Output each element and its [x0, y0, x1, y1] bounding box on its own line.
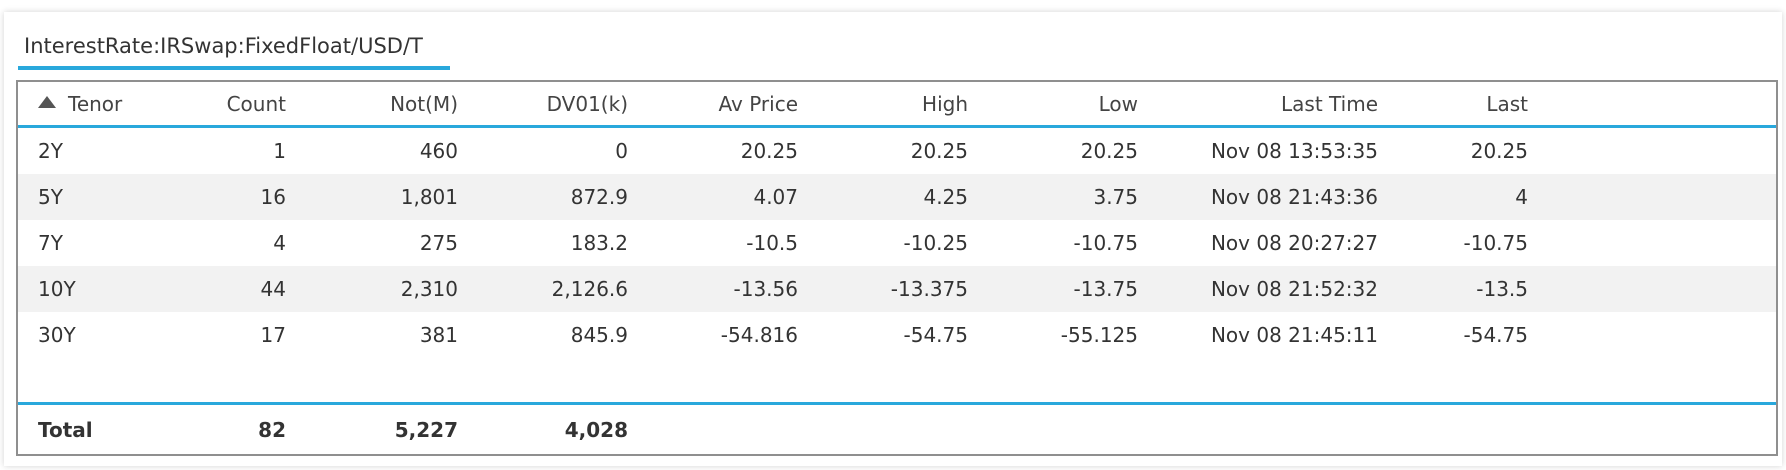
cell-high: -54.75	[903, 323, 968, 347]
column-header-last[interactable]: Last	[1486, 91, 1528, 116]
total-label: Total	[38, 417, 93, 442]
column-header-high[interactable]: High	[922, 91, 968, 116]
cell-dv01: 872.9	[570, 185, 628, 209]
cell-last: 4	[1515, 185, 1528, 209]
cell-low: -55.125	[1060, 323, 1138, 347]
total-count: 82	[258, 417, 286, 442]
tab-instrument[interactable]: InterestRate:IRSwap:FixedFloat/USD/T	[18, 26, 450, 70]
cell-count: 16	[260, 185, 286, 209]
sort-ascending-icon	[38, 96, 56, 108]
table-row[interactable]: 5Y 16 1,801 872.9 4.07 4.25 3.75 Nov 08 …	[18, 174, 1776, 220]
cell-count: 4	[273, 231, 286, 255]
cell-av-price: 4.07	[753, 185, 798, 209]
cell-high: 20.25	[910, 139, 968, 163]
cell-last: -13.5	[1476, 277, 1528, 301]
total-dv01: 4,028	[564, 417, 628, 442]
cell-tenor: 7Y	[38, 231, 63, 255]
column-header-low[interactable]: Low	[1098, 91, 1138, 116]
cell-not: 2,310	[400, 277, 458, 301]
cell-low: -13.75	[1073, 277, 1138, 301]
summary-grid: Tenor Count Not(M) DV01(k) Av Price High…	[16, 80, 1778, 456]
cell-last: 20.25	[1470, 139, 1528, 163]
cell-dv01: 0	[615, 139, 628, 163]
total-not: 5,227	[394, 417, 458, 442]
cell-last-time: Nov 08 21:52:32	[1210, 277, 1378, 301]
cell-dv01: 183.2	[570, 231, 628, 255]
cell-high: 4.25	[923, 185, 968, 209]
cell-count: 1	[273, 139, 286, 163]
table-row[interactable]: 2Y 1 460 0 20.25 20.25 20.25 Nov 08 13:5…	[18, 128, 1776, 174]
cell-last-time: Nov 08 21:45:11	[1210, 323, 1378, 347]
cell-low: 20.25	[1080, 139, 1138, 163]
cell-not: 381	[419, 323, 458, 347]
blotter-panel: InterestRate:IRSwap:FixedFloat/USD/T Ten…	[4, 12, 1782, 466]
column-header-tenor[interactable]: Tenor	[38, 82, 198, 125]
cell-av-price: 20.25	[740, 139, 798, 163]
cell-tenor: 10Y	[38, 277, 76, 301]
cell-not: 1,801	[400, 185, 458, 209]
cell-count: 44	[260, 277, 286, 301]
cell-av-price: -10.5	[746, 231, 798, 255]
cell-high: -13.375	[890, 277, 968, 301]
cell-low: -10.75	[1073, 231, 1138, 255]
column-header-dv01[interactable]: DV01(k)	[546, 91, 628, 116]
column-header-count[interactable]: Count	[226, 91, 286, 116]
cell-dv01: 845.9	[570, 323, 628, 347]
grid-header-row: Tenor Count Not(M) DV01(k) Av Price High…	[18, 82, 1776, 128]
cell-tenor: 30Y	[38, 323, 76, 347]
table-row[interactable]: 30Y 17 381 845.9 -54.816 -54.75 -55.125 …	[18, 312, 1776, 358]
cell-count: 17	[260, 323, 286, 347]
cell-tenor: 2Y	[38, 139, 63, 163]
table-row[interactable]: 7Y 4 275 183.2 -10.5 -10.25 -10.75 Nov 0…	[18, 220, 1776, 266]
cell-high: -10.25	[903, 231, 968, 255]
cell-tenor: 5Y	[38, 185, 63, 209]
grid-total-row: Total 82 5,227 4,028	[18, 402, 1776, 454]
column-header-tenor-label: Tenor	[68, 91, 123, 116]
column-header-av-price[interactable]: Av Price	[718, 91, 799, 116]
cell-av-price: -13.56	[733, 277, 798, 301]
cell-low: 3.75	[1093, 185, 1138, 209]
tab-label: InterestRate:IRSwap:FixedFloat/USD/T	[24, 34, 423, 58]
cell-not: 460	[419, 139, 458, 163]
cell-dv01: 2,126.6	[551, 277, 628, 301]
column-header-not[interactable]: Not(M)	[390, 91, 458, 116]
table-row[interactable]: 10Y 44 2,310 2,126.6 -13.56 -13.375 -13.…	[18, 266, 1776, 312]
cell-last-time: Nov 08 20:27:27	[1210, 231, 1378, 255]
cell-not: 275	[419, 231, 458, 255]
cell-av-price: -54.816	[720, 323, 798, 347]
cell-last: -10.75	[1463, 231, 1528, 255]
cell-last-time: Nov 08 13:53:35	[1210, 139, 1378, 163]
cell-last-time: Nov 08 21:43:36	[1210, 185, 1378, 209]
cell-last: -54.75	[1463, 323, 1528, 347]
column-header-last-time[interactable]: Last Time	[1281, 91, 1378, 116]
